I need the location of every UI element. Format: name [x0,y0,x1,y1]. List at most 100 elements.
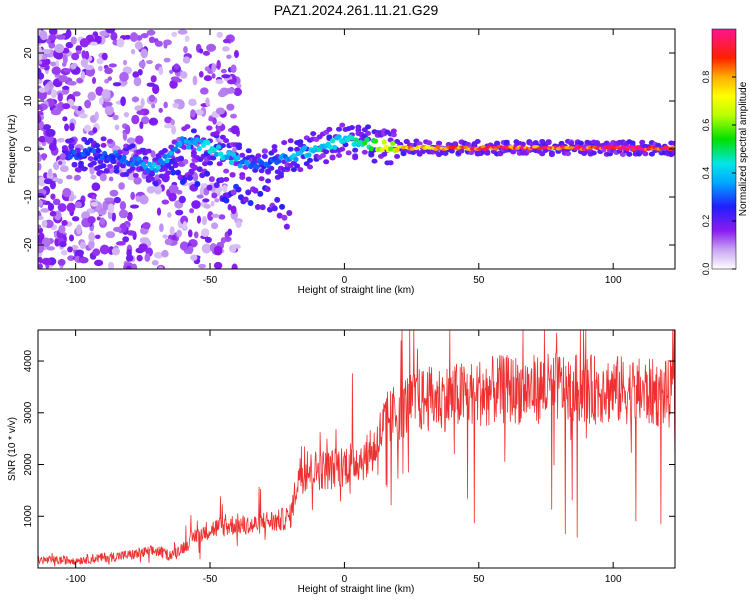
heatmap-noise-cell [164,238,173,246]
heatmap-noise-cell [195,109,204,116]
heatmap-noise-cell [50,193,56,200]
heatmap-ridge-cell [91,148,97,154]
heatmap-noise-cell [126,265,132,269]
heatmap-noise-cell [190,109,196,118]
heatmap-branch-cell [213,182,220,189]
heatmap-noise-cell [192,75,198,86]
heatmap-noise-cell [129,204,140,209]
heatmap-noise-cell [58,74,69,83]
heatmap-halo-cell [345,150,352,156]
heatmap-noise-cell [146,82,156,87]
heatmap-ridge-cell [577,145,583,149]
heatmap-noise-cell [211,73,216,79]
heatmap-noise-cell [38,72,45,80]
y-tick-label: -10 [23,189,34,204]
spectrogram-x-axis: -100 -50 0 50 100 [66,29,622,286]
heatmap-noise-cell [40,208,50,213]
heatmap-halo-cell [323,159,330,165]
heatmap-halo-cell [190,128,197,134]
heatmap-noise-cell [168,192,177,202]
heatmap-noise-cell [113,226,122,232]
colorbar-ticks: 0.0 0.2 0.4 0.6 0.8 [701,71,736,275]
heatmap-noise-cell [233,50,239,59]
heatmap-noise-cell [63,68,72,73]
heatmap-noise-cell [122,131,128,141]
heatmap-noise-cell [188,100,197,107]
heatmap-noise-cell [124,34,132,40]
heatmap-noise-cell [228,244,237,253]
heatmap-noise-cell [132,71,140,78]
heatmap-noise-cell [104,78,110,84]
heatmap-noise-cell [62,54,68,65]
heatmap-halo-cell [287,146,294,152]
heatmap-branch-cell [206,184,213,191]
heatmap-ridge-cell [276,158,282,164]
heatmap-branch-cell [276,212,283,219]
y-tick-label: 2000 [23,453,34,476]
heatmap-noise-cell [196,194,204,199]
heatmap-noise-cell [227,204,232,211]
heatmap-noise-cell [115,241,126,246]
heatmap-halo-cell [365,124,372,130]
heatmap-noise-cell [215,107,226,115]
heatmap-branch-cell [187,174,194,181]
heatmap-halo-cell [129,143,136,149]
heatmap-noise-cell [203,203,211,209]
heatmap-halo-cell [110,158,117,164]
heatmap-noise-cell [161,199,170,205]
heatmap-noise-cell [38,87,47,93]
heatmap-noise-cell [67,246,73,253]
heatmap-noise-cell [66,202,76,213]
heatmap-noise-cell [67,255,75,261]
heatmap-ridge-cell [332,144,338,150]
heatmap-halo-cell [94,143,101,149]
heatmap-noise-cell [223,177,230,182]
heatmap-noise-cell [48,168,53,177]
heatmap-noise-cell [211,222,219,230]
heatmap-noise-cell [159,223,164,233]
heatmap-noise-cell [193,231,199,239]
heatmap-branch-cell [162,176,169,183]
heatmap-noise-cell [161,249,169,258]
heatmap-ridge-cell [183,138,189,144]
heatmap-ridge-cell [254,164,260,170]
heatmap-ridge-cell [372,138,379,144]
colorbar: 0.0 0.2 0.4 0.6 0.8 Normalized spectral ampl… [701,28,749,275]
heatmap-noise-cell [38,243,45,254]
heatmap-noise-cell [172,102,180,109]
heatmap-noise-cell [151,103,156,109]
heatmap-noise-cell [226,54,232,60]
heatmap-ridge-cell [168,150,174,156]
heatmap-noise-cell [126,137,136,144]
heatmap-noise-cell [62,116,68,122]
heatmap-halo-cell [103,168,110,174]
heatmap-halo-cell [213,131,220,137]
heatmap-noise-cell [134,41,143,50]
heatmap-halo-cell [503,139,510,145]
heatmap-halo-cell [307,164,314,170]
heatmap-noise-cell [69,122,75,132]
heatmap-branch-cell [211,192,218,199]
heatmap-halo-cell [329,154,336,160]
heatmap-noise-cell [144,253,151,262]
heatmap-ridge-cell [211,147,217,153]
heatmap-ridge-cell [368,146,374,152]
heatmap-noise-cell [226,103,235,111]
heatmap-noise-cell [38,215,44,221]
heatmap-noise-cell [38,256,43,264]
heatmap-noise-cell [60,249,68,256]
heatmap-noise-cell [48,41,56,49]
heatmap-noise-cell [139,194,149,205]
heatmap-noise-cell [71,52,80,61]
heatmap-noise-cell [91,182,101,191]
colorbar-tick-label: 0.4 [701,167,711,180]
heatmap-branch-cell [281,214,288,221]
heatmap-halo-cell [539,151,546,157]
heatmap-noise-cell [225,87,236,94]
heatmap-ridge-cell [433,147,439,151]
heatmap-ridge-cell [271,155,278,162]
heatmap-halo-cell [394,154,401,160]
heatmap-noise-cell [74,201,82,209]
x-tick-label: 50 [473,275,485,286]
heatmap-noise-cell [153,252,163,259]
